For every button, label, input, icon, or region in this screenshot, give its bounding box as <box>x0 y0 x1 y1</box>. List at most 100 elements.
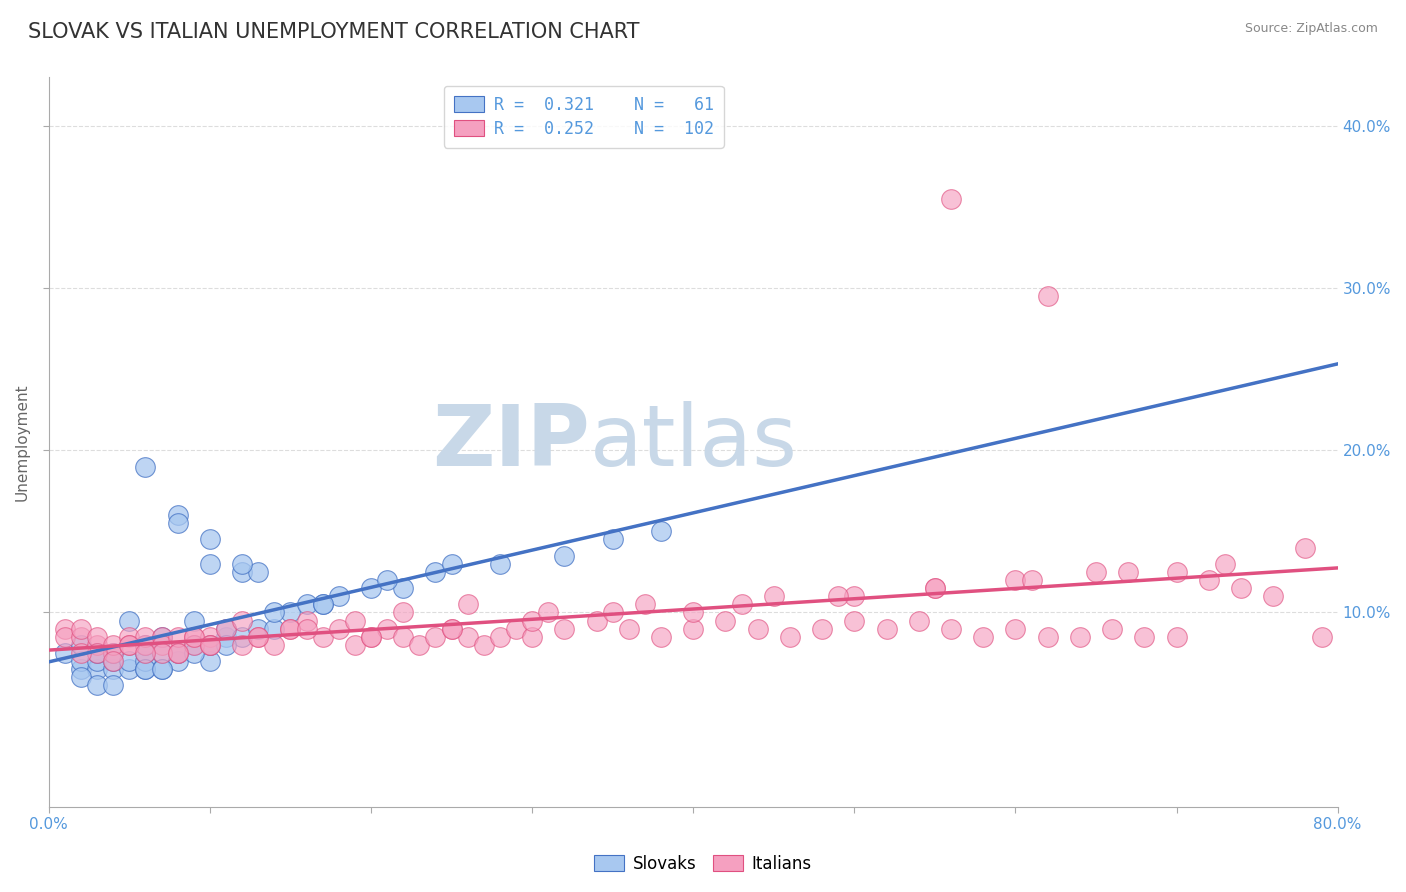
Point <box>682 606 704 620</box>
Y-axis label: Unemployment: Unemployment <box>15 384 30 501</box>
Point <box>537 606 560 620</box>
Point <box>280 606 302 620</box>
Point <box>311 598 333 612</box>
Point <box>1101 622 1123 636</box>
Point <box>311 630 333 644</box>
Point <box>634 598 657 612</box>
Point <box>972 630 994 644</box>
Point <box>1084 565 1107 579</box>
Point <box>53 630 76 644</box>
Point <box>1116 565 1139 579</box>
Point <box>280 622 302 636</box>
Point <box>779 630 801 644</box>
Point <box>215 630 238 644</box>
Legend: Slovaks, Italians: Slovaks, Italians <box>588 848 818 880</box>
Point <box>166 646 188 660</box>
Point <box>86 646 108 660</box>
Point <box>70 662 93 676</box>
Point <box>811 622 834 636</box>
Point <box>134 646 156 660</box>
Point <box>1004 622 1026 636</box>
Point <box>118 614 141 628</box>
Point <box>231 557 253 571</box>
Point <box>70 622 93 636</box>
Point <box>134 638 156 652</box>
Point <box>247 622 270 636</box>
Point <box>1263 589 1285 603</box>
Point <box>231 638 253 652</box>
Point <box>134 459 156 474</box>
Point <box>520 630 543 644</box>
Point <box>328 622 350 636</box>
Point <box>827 589 849 603</box>
Point <box>343 614 366 628</box>
Point <box>392 606 415 620</box>
Point <box>844 589 866 603</box>
Point <box>231 630 253 644</box>
Point <box>1166 630 1188 644</box>
Point <box>103 638 125 652</box>
Point <box>1294 541 1316 555</box>
Point <box>714 614 737 628</box>
Point <box>1133 630 1156 644</box>
Point <box>295 614 318 628</box>
Point <box>1213 557 1236 571</box>
Point <box>295 598 318 612</box>
Point <box>70 646 93 660</box>
Point <box>150 638 173 652</box>
Point <box>198 638 221 652</box>
Point <box>311 598 333 612</box>
Point <box>134 662 156 676</box>
Point <box>343 638 366 652</box>
Point <box>134 646 156 660</box>
Text: ZIP: ZIP <box>432 401 591 483</box>
Point <box>939 192 962 206</box>
Point <box>602 606 624 620</box>
Point <box>1036 630 1059 644</box>
Point <box>360 581 382 595</box>
Point <box>183 630 205 644</box>
Point <box>650 630 672 644</box>
Point <box>134 662 156 676</box>
Point <box>86 638 108 652</box>
Point <box>150 630 173 644</box>
Point <box>86 654 108 668</box>
Point <box>1230 581 1253 595</box>
Point <box>166 646 188 660</box>
Point <box>457 598 479 612</box>
Point <box>1069 630 1091 644</box>
Point <box>166 508 188 523</box>
Point <box>231 565 253 579</box>
Point <box>70 670 93 684</box>
Point <box>247 565 270 579</box>
Point <box>118 654 141 668</box>
Point <box>440 622 463 636</box>
Point <box>1021 573 1043 587</box>
Point <box>730 598 752 612</box>
Point <box>103 678 125 692</box>
Point <box>183 630 205 644</box>
Point <box>295 622 318 636</box>
Point <box>617 622 640 636</box>
Point <box>198 630 221 644</box>
Point <box>134 654 156 668</box>
Point <box>263 638 285 652</box>
Point <box>215 638 238 652</box>
Point <box>280 622 302 636</box>
Point <box>166 646 188 660</box>
Text: SLOVAK VS ITALIAN UNEMPLOYMENT CORRELATION CHART: SLOVAK VS ITALIAN UNEMPLOYMENT CORRELATI… <box>28 22 640 42</box>
Point <box>585 614 607 628</box>
Point <box>375 622 398 636</box>
Point <box>103 662 125 676</box>
Point <box>86 662 108 676</box>
Point <box>1036 289 1059 303</box>
Point <box>762 589 785 603</box>
Point <box>150 662 173 676</box>
Point <box>1004 573 1026 587</box>
Point <box>134 630 156 644</box>
Point <box>166 516 188 531</box>
Point <box>1166 565 1188 579</box>
Point <box>360 630 382 644</box>
Point <box>440 622 463 636</box>
Point <box>118 638 141 652</box>
